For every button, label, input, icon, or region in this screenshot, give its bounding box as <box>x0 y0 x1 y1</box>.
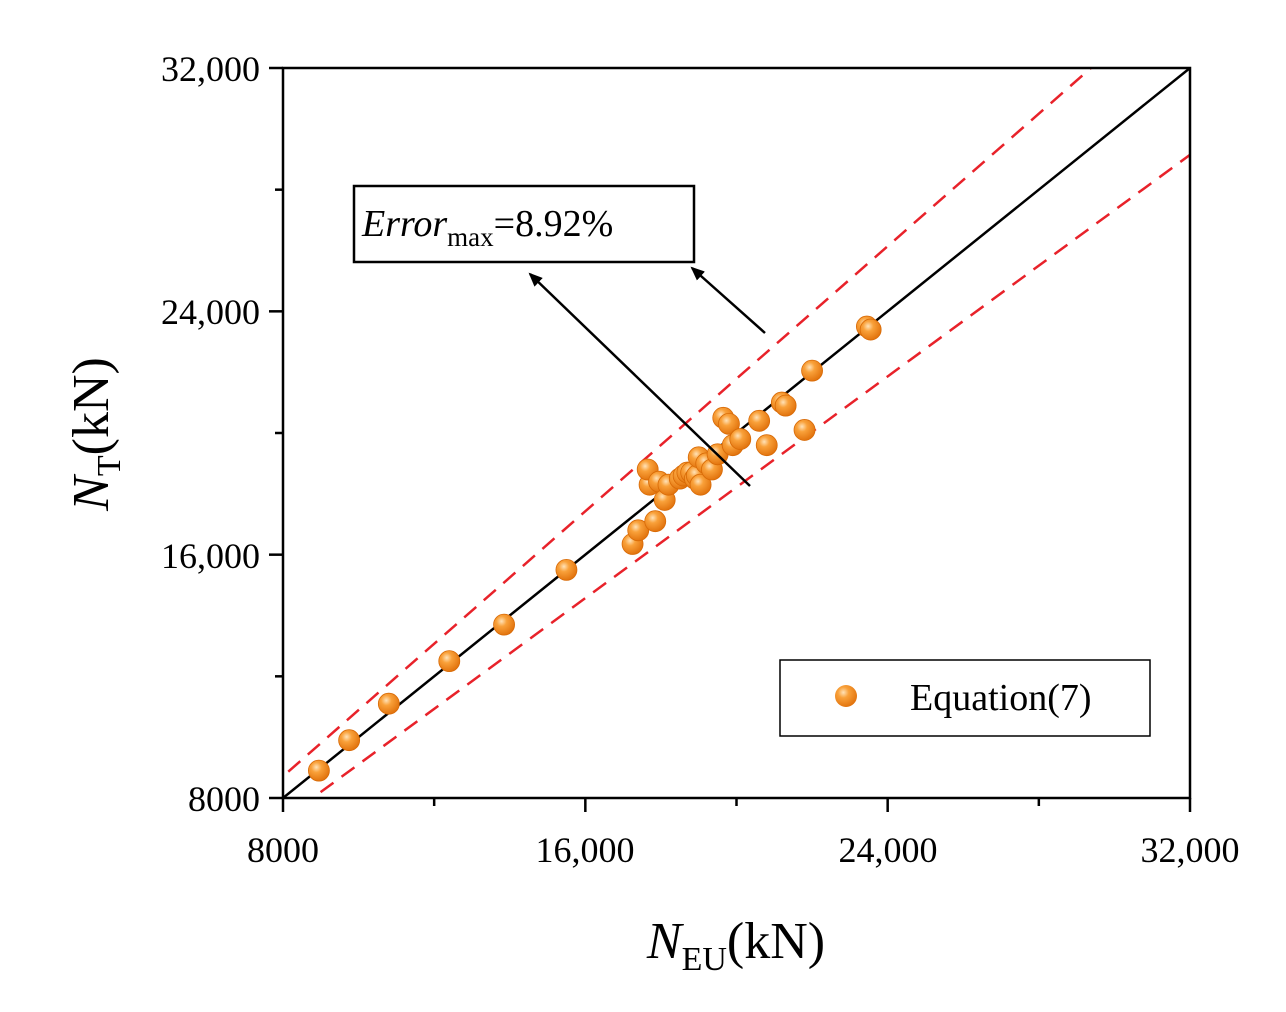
y-axis-title-sub: T <box>91 455 128 476</box>
x-axis-title-sub: EU <box>682 941 727 978</box>
annotation-main: Error <box>361 203 447 245</box>
data-point <box>801 359 823 382</box>
annotation-arrow-center <box>528 272 751 487</box>
x-tick-label: 24,000 <box>839 830 938 870</box>
y-axis-title: NT(kN) <box>63 357 128 512</box>
data-point <box>689 473 712 496</box>
y-axis-title-unit: (kN) <box>63 357 120 455</box>
legend: Equation(7) <box>779 659 1151 737</box>
x-axis-title-unit: (kN) <box>727 913 825 970</box>
data-point <box>644 510 667 533</box>
x-axis-title: NEU(kN) <box>646 913 825 978</box>
legend-marker <box>835 685 857 707</box>
data-point <box>755 434 778 457</box>
annotation-sub: max <box>447 222 494 252</box>
y-tick-label: 24,000 <box>161 292 260 332</box>
y-tick-label: 16,000 <box>161 536 260 576</box>
x-tick-label: 16,000 <box>536 830 635 870</box>
x-tick-label: 8000 <box>247 830 319 870</box>
data-point <box>308 759 330 782</box>
error-annotation: Errormax=8.92% <box>352 184 766 487</box>
data-point <box>793 419 816 441</box>
y-tick-labels: 8000 16,000 24,000 32,000 <box>161 49 260 819</box>
x-tick-labels: 8000 16,000 24,000 32,000 <box>247 830 1240 870</box>
data-points <box>308 315 882 782</box>
annotation-box <box>352 184 696 264</box>
x-axis-title-main: N <box>646 913 685 970</box>
y-tick-label: 8000 <box>188 779 260 819</box>
annotation-arrow-upper <box>690 266 766 334</box>
legend-label: Equation(7) <box>910 677 1092 719</box>
data-point <box>748 409 771 432</box>
y-axis-title-main: N <box>63 473 120 512</box>
annotation-text: Errormax=8.92% <box>361 203 613 252</box>
y-tick-label: 32,000 <box>161 49 260 89</box>
axis-ticks <box>269 66 1192 812</box>
data-point <box>438 650 461 673</box>
data-point <box>718 412 740 435</box>
data-point <box>338 729 361 752</box>
data-point <box>377 692 400 715</box>
error-band-line-upper <box>283 68 1093 778</box>
data-point <box>555 558 578 581</box>
data-point <box>729 428 752 450</box>
x-tick-label: 32,000 <box>1141 830 1240 870</box>
data-point <box>859 318 882 341</box>
data-point <box>627 519 650 542</box>
annotation-value: =8.92% <box>494 203 614 245</box>
data-point <box>774 394 797 417</box>
data-point <box>493 613 515 636</box>
